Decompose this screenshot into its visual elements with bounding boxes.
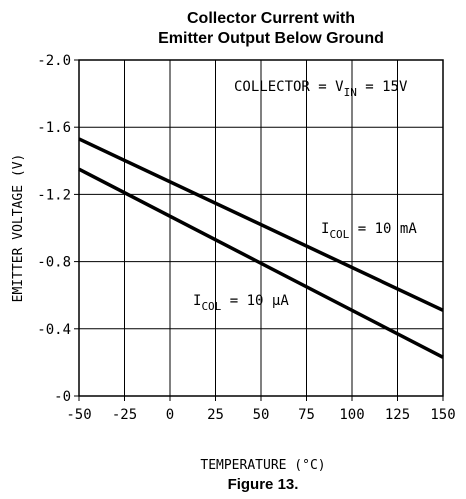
x-tick-label-2: 0 bbox=[166, 407, 174, 423]
x-tick-label-0: -50 bbox=[66, 407, 91, 423]
x-tick-label-6: 100 bbox=[339, 407, 364, 423]
x-tick-label-7: 125 bbox=[385, 407, 410, 423]
condition-sub: IN bbox=[344, 86, 357, 99]
label-10uA-tail: = 10 µA bbox=[221, 293, 289, 309]
chart-title-line-1: Collector Current with bbox=[187, 10, 355, 27]
label-10uA-main: I bbox=[193, 293, 201, 309]
y-tick-label-2: -1.2 bbox=[37, 187, 71, 203]
label-10mA-tail: = 10 mA bbox=[349, 221, 417, 237]
x-axis-label: TEMPERATURE (°C) bbox=[200, 458, 325, 473]
y-tick-label-0: -2.0 bbox=[37, 53, 71, 69]
series-lines bbox=[78, 137, 444, 359]
x-tick-label-1: -25 bbox=[112, 407, 137, 423]
label-10uA-sub: COL bbox=[201, 300, 221, 313]
x-tick-labels: -50 -25 0 25 50 75 100 125 150 bbox=[66, 396, 456, 423]
label-10mA-sub: COL bbox=[329, 228, 349, 241]
figure-caption: Figure 13. bbox=[228, 476, 299, 493]
chart-title-line-2: Emitter Output Below Ground bbox=[158, 30, 384, 47]
condition-tail: = 15V bbox=[357, 79, 408, 95]
y-tick-labels: -2.0 -1.6 -1.2 -0.8 -0.4 -0 bbox=[37, 53, 79, 405]
condition-annotation: COLLECTOR = VIN = 15V bbox=[234, 79, 408, 99]
condition-main: COLLECTOR = V bbox=[234, 79, 344, 95]
y-tick-label-5: -0 bbox=[54, 389, 71, 405]
x-tick-label-8: 150 bbox=[430, 407, 455, 423]
y-tick-label-3: -0.8 bbox=[37, 255, 71, 271]
y-tick-label-1: -1.6 bbox=[37, 120, 71, 136]
x-tick-label-4: 50 bbox=[253, 407, 270, 423]
y-axis-label: EMITTER VOLTAGE (V) bbox=[11, 154, 26, 303]
series-line-1 bbox=[78, 167, 444, 359]
label-10mA-main: I bbox=[321, 221, 329, 237]
x-tick-label-5: 75 bbox=[298, 407, 315, 423]
y-tick-label-4: -0.4 bbox=[37, 322, 71, 338]
label-10mA: ICOL = 10 mA bbox=[321, 221, 417, 241]
x-tick-label-3: 25 bbox=[207, 407, 224, 423]
series-line-0 bbox=[78, 137, 444, 312]
label-10uA: ICOL = 10 µA bbox=[193, 293, 289, 313]
